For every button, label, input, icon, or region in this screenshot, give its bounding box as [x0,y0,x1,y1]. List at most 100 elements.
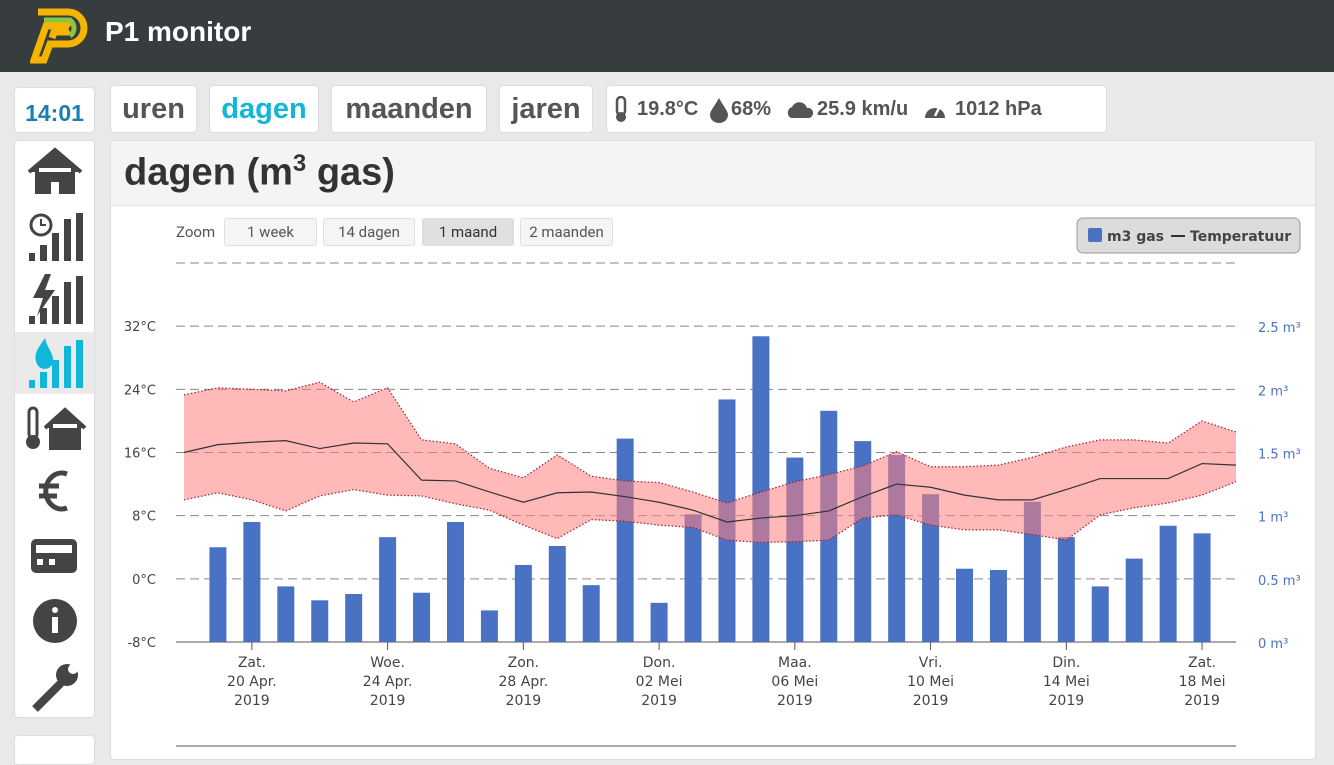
tab[interactable]: maanden [331,85,487,133]
weather-pressure: 1012 hPa [955,98,1042,120]
bar [1023,501,1041,642]
legend-box [1076,217,1301,254]
weather-box [606,85,1107,133]
bar [650,602,668,642]
zoom-button[interactable]: 1 week [224,218,317,246]
temperature-range [184,382,1236,543]
x-tick-label: Din. [1052,655,1080,671]
bar [446,521,464,642]
x-tick-label: Vri. [919,655,943,671]
nav-temperature[interactable] [15,396,94,458]
tab[interactable]: uren [110,85,197,133]
zoom-label: Zoom [176,223,216,241]
zoom-button[interactable]: 14 dagen [323,218,415,246]
title-part: dagen (m [124,151,293,194]
tab[interactable]: jaren [499,85,593,133]
x-tick-label: 2019 [1049,693,1085,709]
title-sup: 3 [292,150,307,177]
bar [956,568,974,642]
bar [1193,533,1211,642]
bar [480,610,498,642]
tab[interactable]: dagen [209,85,319,133]
logo [30,8,88,64]
y2-tick-label: 2.5 m³ [1258,321,1301,336]
y2-tick-label: 2 m³ [1258,384,1288,399]
weather-wind: 25.9 km/u [817,98,909,120]
y-tick-label: 0°C [132,573,156,588]
panel-title: dagen (m3 gas) [124,150,395,195]
nav-home[interactable] [15,140,94,202]
top-bar: P1 monitor [0,0,1334,72]
y-tick-label: 24°C [124,383,156,398]
y2-tick-label: 1.5 m³ [1258,448,1301,463]
bar [311,600,329,642]
temperature-line [183,440,1237,523]
bar [922,494,940,642]
x-tick-label: Don. [643,655,676,671]
legend-label: Temperatuur [1190,229,1291,245]
weather-humidity: 68% [731,98,772,120]
y2-tick-label: 1 m³ [1258,511,1288,526]
x-tick-label: 24 Apr. [363,674,413,690]
x-tick-label: 2019 [234,693,270,709]
range-edge [183,381,1237,504]
bar [989,569,1007,642]
x-tick-label: 10 Mei [907,674,954,690]
x-tick-label: Zat. [238,655,266,671]
bar [514,564,532,642]
x-tick-label: Woe. [370,655,405,671]
bar [277,586,295,642]
nav-power[interactable] [15,268,94,330]
bar [582,585,600,642]
range-edge [183,481,1237,544]
legend-label: m3 gas [1107,229,1164,245]
bar [1091,586,1109,642]
app-title: P1 monitor [105,16,252,47]
bar [243,521,261,642]
x-tick-label: 14 Mei [1043,674,1090,690]
bar [1159,525,1177,642]
bar [209,547,227,642]
x-tick-label: 18 Mei [1179,674,1226,690]
bar [1125,558,1143,642]
bar [752,336,770,642]
x-tick-label: 02 Mei [636,674,683,690]
nav-meter[interactable] [15,525,94,587]
nav-info[interactable] [15,590,94,652]
bar [548,545,566,642]
y-tick-label: -8°C [127,636,156,651]
y-tick-label: 32°C [124,320,156,335]
nav-hours[interactable] [15,205,94,267]
bar [616,438,634,642]
title-part: gas) [306,151,395,194]
nav-gas[interactable] [15,332,94,394]
x-tick-label: Maa. [778,655,812,671]
y2-tick-label: 0 m³ [1258,637,1288,652]
x-tick-label: 2019 [370,693,406,709]
x-tick-label: Zat. [1188,655,1216,671]
x-tick-label: 2019 [777,693,813,709]
y-tick-label: 16°C [124,447,156,462]
bar [379,537,397,642]
weather-temperature: 19.8°C [637,98,699,120]
x-tick-label: 06 Mei [771,674,818,690]
legend-swatch [1088,228,1102,242]
nav-settings[interactable] [15,655,94,717]
bar [1057,537,1075,642]
x-tick-label: 20 Apr. [227,674,277,690]
x-tick-label: Zon. [508,655,539,671]
x-tick-label: 2019 [506,693,542,709]
x-tick-label: 2019 [641,693,677,709]
y-tick-label: 8°C [132,510,156,525]
zoom-button[interactable]: 2 maanden [520,218,613,246]
bar [684,514,702,642]
bar [345,593,363,642]
y2-tick-label: 0.5 m³ [1258,574,1301,589]
nav-costs[interactable] [15,460,94,522]
x-tick-label: 28 Apr. [499,674,549,690]
bar [413,592,431,642]
zoom-button[interactable]: 1 maand [422,218,514,246]
x-tick-label: 2019 [1184,693,1220,709]
